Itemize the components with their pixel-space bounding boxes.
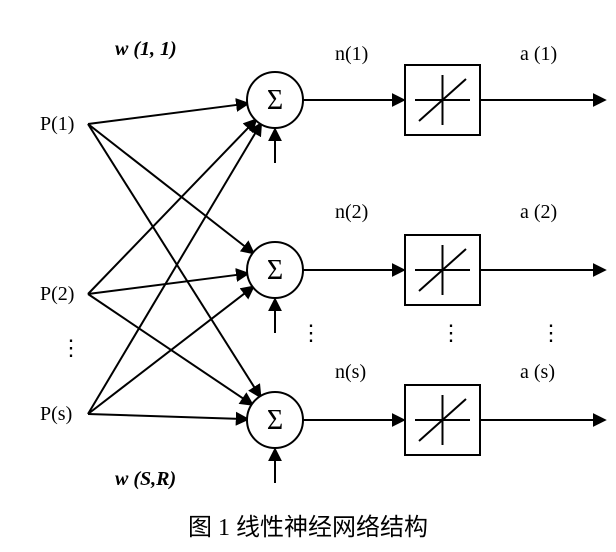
output-label: a (s) <box>520 361 555 383</box>
block-vdots: ⋮ <box>440 320 462 345</box>
sigma-symbol: Σ <box>267 405 283 436</box>
n-label: n(2) <box>335 201 368 223</box>
weight-edge <box>88 124 260 396</box>
mid-vdots: ⋮ <box>300 320 322 345</box>
sigma-symbol: Σ <box>267 85 283 116</box>
weight-edge <box>88 104 247 124</box>
input-label: P(s) <box>40 403 72 425</box>
weight-edge <box>88 294 252 404</box>
input-label: P(2) <box>40 283 74 305</box>
output-vdots: ⋮ <box>540 320 562 345</box>
figure-caption: 图 1 线性神经网络结构 <box>188 514 428 541</box>
output-label: a (2) <box>520 201 557 223</box>
input-vdots: ⋮ <box>60 335 82 360</box>
n-label: n(1) <box>335 43 368 65</box>
weight-edge <box>88 124 261 414</box>
weight-edge <box>88 274 247 294</box>
transfer-blocks <box>405 65 480 455</box>
summation-nodes: Σ Σ Σ <box>247 72 303 448</box>
n-label: n(s) <box>335 361 366 383</box>
weight-edge <box>88 120 256 294</box>
weight-label: w (S,R) <box>115 468 176 490</box>
output-label: a (1) <box>520 43 557 65</box>
weight-edge <box>88 287 253 414</box>
neural-net-diagram: Σ Σ Σ P(1) P(2) P(s) w (1, 1) w (S,R) n(1) n(2) n… <box>0 0 616 552</box>
sigma-symbol: Σ <box>267 255 283 286</box>
weight-label: w (1, 1) <box>115 38 177 60</box>
input-label: P(1) <box>40 113 74 135</box>
weight-edge <box>88 124 253 253</box>
weight-edge <box>88 414 247 419</box>
weight-edges <box>88 104 261 420</box>
